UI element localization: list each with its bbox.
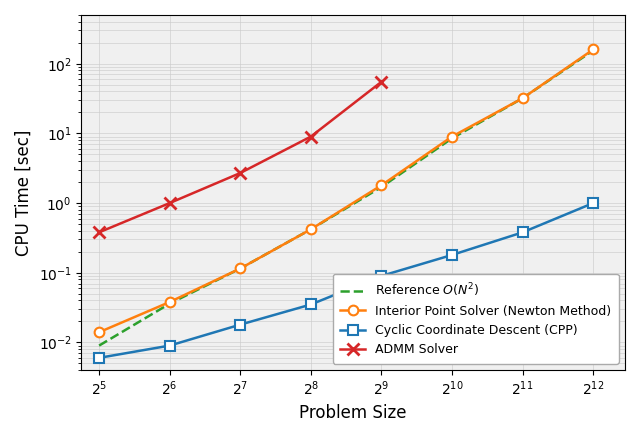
Reference $O(N^2)$ bbox=[519, 96, 527, 101]
Line: ADMM Solver: ADMM Solver bbox=[93, 76, 387, 238]
X-axis label: Problem Size: Problem Size bbox=[300, 404, 407, 422]
Cyclic Coordinate Descent (CPP) bbox=[95, 355, 103, 361]
ADMM Solver bbox=[166, 201, 173, 206]
Reference $O(N^2)$ bbox=[448, 135, 456, 141]
Cyclic Coordinate Descent (CPP) bbox=[448, 252, 456, 257]
Line: Interior Point Solver (Newton Method): Interior Point Solver (Newton Method) bbox=[94, 45, 598, 337]
Interior Point Solver (Newton Method) bbox=[307, 227, 315, 232]
Interior Point Solver (Newton Method) bbox=[95, 329, 103, 335]
ADMM Solver bbox=[378, 79, 385, 84]
Cyclic Coordinate Descent (CPP) bbox=[236, 322, 244, 327]
Interior Point Solver (Newton Method) bbox=[519, 96, 527, 101]
Interior Point Solver (Newton Method) bbox=[236, 266, 244, 271]
ADMM Solver bbox=[95, 230, 103, 235]
Reference $O(N^2)$ bbox=[236, 266, 244, 271]
Cyclic Coordinate Descent (CPP) bbox=[378, 273, 385, 278]
Reference $O(N^2)$ bbox=[307, 227, 315, 232]
Reference $O(N^2)$ bbox=[95, 343, 103, 348]
Cyclic Coordinate Descent (CPP) bbox=[307, 302, 315, 307]
ADMM Solver bbox=[307, 134, 315, 139]
ADMM Solver bbox=[236, 170, 244, 176]
Y-axis label: CPU Time [sec]: CPU Time [sec] bbox=[15, 129, 33, 256]
Interior Point Solver (Newton Method) bbox=[589, 47, 597, 52]
Interior Point Solver (Newton Method) bbox=[166, 299, 173, 305]
Line: Reference $O(N^2)$: Reference $O(N^2)$ bbox=[99, 50, 593, 346]
Interior Point Solver (Newton Method) bbox=[378, 183, 385, 188]
Cyclic Coordinate Descent (CPP) bbox=[519, 230, 527, 235]
Legend: Reference $O(N^2)$, Interior Point Solver (Newton Method), Cyclic Coordinate Des: Reference $O(N^2)$, Interior Point Solve… bbox=[333, 274, 619, 364]
Reference $O(N^2)$ bbox=[378, 184, 385, 190]
Line: Cyclic Coordinate Descent (CPP): Cyclic Coordinate Descent (CPP) bbox=[94, 198, 598, 363]
Reference $O(N^2)$ bbox=[589, 48, 597, 53]
Cyclic Coordinate Descent (CPP) bbox=[589, 201, 597, 206]
Cyclic Coordinate Descent (CPP) bbox=[166, 343, 173, 348]
Reference $O(N^2)$ bbox=[166, 301, 173, 306]
Interior Point Solver (Newton Method) bbox=[448, 134, 456, 139]
